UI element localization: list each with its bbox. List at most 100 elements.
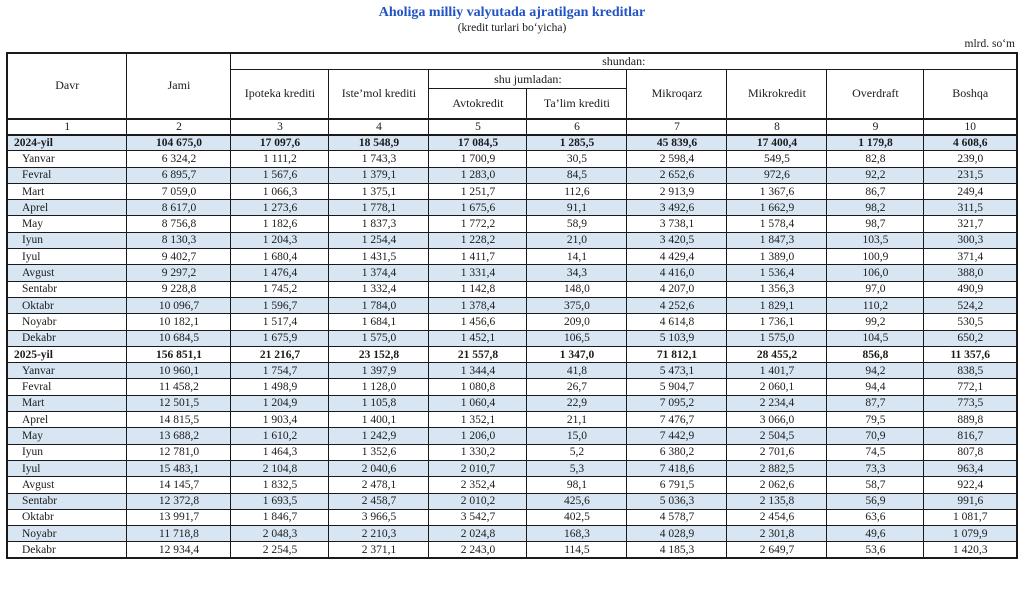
value-cell: 104,5 xyxy=(826,329,925,347)
value-cell: 1 378,4 xyxy=(428,296,528,315)
value-cell: 1 684,1 xyxy=(328,313,430,331)
value-cell: 1 060,4 xyxy=(428,394,528,413)
col-header-mikroqarz: Mikroqarz xyxy=(626,69,728,119)
table-row: Sentabr 12 372,8 1 693,5 2 458,7 2 010,2 425,… xyxy=(6,492,1018,510)
value-cell: 321,7 xyxy=(923,215,1018,233)
col-header-overdraft: Overdraft xyxy=(826,69,925,119)
table-row: Sentabr 9 228,8 1 745,2 1 332,4 1 142,8 148,0… xyxy=(6,280,1018,298)
value-cell: 12 372,8 xyxy=(126,492,232,510)
value-cell: 41,8 xyxy=(526,362,628,380)
value-cell: 84,5 xyxy=(526,166,628,184)
value-cell: 26,7 xyxy=(526,378,628,396)
value-cell: 209,0 xyxy=(526,313,628,331)
value-cell: 2 104,8 xyxy=(230,459,330,478)
period-cell: Sentabr xyxy=(6,280,128,298)
value-cell: 1 066,3 xyxy=(230,182,330,201)
value-cell: 3 420,5 xyxy=(626,231,728,250)
value-cell: 45 839,6 xyxy=(626,133,728,152)
value-cell: 30,5 xyxy=(526,150,628,168)
value-cell: 14,1 xyxy=(526,248,628,266)
value-cell: 2 024,8 xyxy=(428,525,528,543)
table-row: Fevral 11 458,2 1 498,9 1 128,0 1 080,8 26,7 5… xyxy=(6,378,1018,396)
page-title: Aholiga milliy valyutada ajratilgan kred… xyxy=(378,5,646,20)
value-cell: 10 684,5 xyxy=(126,329,232,347)
value-cell: 49,6 xyxy=(826,525,925,543)
table-row: Yanvar 10 960,1 1 754,7 1 397,9 1 344,4 41,8 5… xyxy=(6,362,1018,380)
period-cell: Mart xyxy=(6,394,128,413)
value-cell: 1 846,7 xyxy=(230,508,330,527)
value-cell: 1 536,4 xyxy=(726,264,828,282)
value-cell: 2 060,1 xyxy=(726,378,828,396)
value-cell: 4 578,7 xyxy=(626,508,728,527)
value-cell: 106,5 xyxy=(526,329,628,347)
value-cell: 1 379,1 xyxy=(328,166,430,184)
value-cell: 1 693,5 xyxy=(230,492,330,510)
column-number: 3 xyxy=(230,117,330,136)
value-cell: 92,2 xyxy=(826,166,925,184)
table-row: Iyul 9 402,7 1 680,4 1 431,5 1 411,7 14,1 4 42… xyxy=(6,248,1018,266)
value-cell: 58,7 xyxy=(826,476,925,494)
value-cell: 1 736,1 xyxy=(726,313,828,331)
table-row: Avgust 9 297,2 1 476,4 1 374,4 1 331,4 34,3 4 … xyxy=(6,264,1018,282)
value-cell: 5 473,1 xyxy=(626,362,728,380)
period-cell: Yanvar xyxy=(6,150,128,168)
period-cell: Mart xyxy=(6,182,128,201)
value-cell: 1 476,4 xyxy=(230,264,330,282)
value-cell: 2 598,4 xyxy=(626,150,728,168)
value-cell: 4 028,9 xyxy=(626,525,728,543)
value-cell: 922,4 xyxy=(923,476,1018,494)
value-cell: 402,5 xyxy=(526,508,628,527)
period-cell: Noyabr xyxy=(6,525,128,543)
header-row-2: Ipoteka krediti Iste’mol krediti shu jum… xyxy=(7,69,1018,119)
value-cell: 17 084,5 xyxy=(428,133,528,152)
column-number: 5 xyxy=(428,117,528,136)
value-cell: 53,6 xyxy=(826,541,925,559)
value-cell: 1 352,6 xyxy=(328,443,430,461)
value-cell: 10 096,7 xyxy=(126,296,232,315)
value-cell: 1 578,4 xyxy=(726,215,828,233)
period-cell: 2025-yil xyxy=(6,345,128,364)
value-cell: 34,3 xyxy=(526,264,628,282)
value-cell: 2 040,6 xyxy=(328,459,430,478)
table-row: May 8 756,8 1 182,6 1 837,3 1 772,2 58,9 3 738… xyxy=(6,215,1018,233)
value-cell: 12 501,5 xyxy=(126,394,232,413)
value-cell: 1 662,9 xyxy=(726,199,828,217)
period-cell: Yanvar xyxy=(6,362,128,380)
value-cell: 91,1 xyxy=(526,199,628,217)
col-header-istemol: Iste’mol krediti xyxy=(328,69,430,119)
value-cell: 114,5 xyxy=(526,541,628,559)
value-cell: 18 548,9 xyxy=(328,133,430,152)
value-cell: 972,6 xyxy=(726,166,828,184)
value-cell: 2 010,2 xyxy=(428,492,528,510)
value-cell: 4 416,0 xyxy=(626,264,728,282)
value-cell: 148,0 xyxy=(526,280,628,298)
value-cell: 530,5 xyxy=(923,313,1018,331)
value-cell: 2 913,9 xyxy=(626,182,728,201)
value-cell: 15 483,1 xyxy=(126,459,232,478)
col-header-mikrokredit: Mikrokredit xyxy=(726,69,828,119)
value-cell: 168,3 xyxy=(526,525,628,543)
value-cell: 807,8 xyxy=(923,443,1018,461)
value-cell: 112,6 xyxy=(526,182,628,201)
period-cell: Iyul xyxy=(6,248,128,266)
value-cell: 5 904,7 xyxy=(626,378,728,396)
value-cell: 11 357,6 xyxy=(923,345,1018,364)
column-number: 10 xyxy=(923,117,1018,136)
value-cell: 8 617,0 xyxy=(126,199,232,217)
value-cell: 22,9 xyxy=(526,394,628,413)
value-cell: 1 754,7 xyxy=(230,362,330,380)
value-cell: 6 380,2 xyxy=(626,443,728,461)
value-cell: 14 815,5 xyxy=(126,411,232,429)
value-cell: 71 812,1 xyxy=(626,345,728,364)
value-cell: 1 374,4 xyxy=(328,264,430,282)
value-cell: 1 596,7 xyxy=(230,296,330,315)
period-cell: Avgust xyxy=(6,476,128,494)
value-cell: 1 743,3 xyxy=(328,150,430,168)
period-cell: Fevral xyxy=(6,166,128,184)
value-cell: 4 429,4 xyxy=(626,248,728,266)
value-cell: 87,7 xyxy=(826,394,925,413)
value-cell: 2 010,7 xyxy=(428,459,528,478)
value-cell: 2 254,5 xyxy=(230,541,330,559)
value-cell: 1 285,5 xyxy=(526,133,628,152)
